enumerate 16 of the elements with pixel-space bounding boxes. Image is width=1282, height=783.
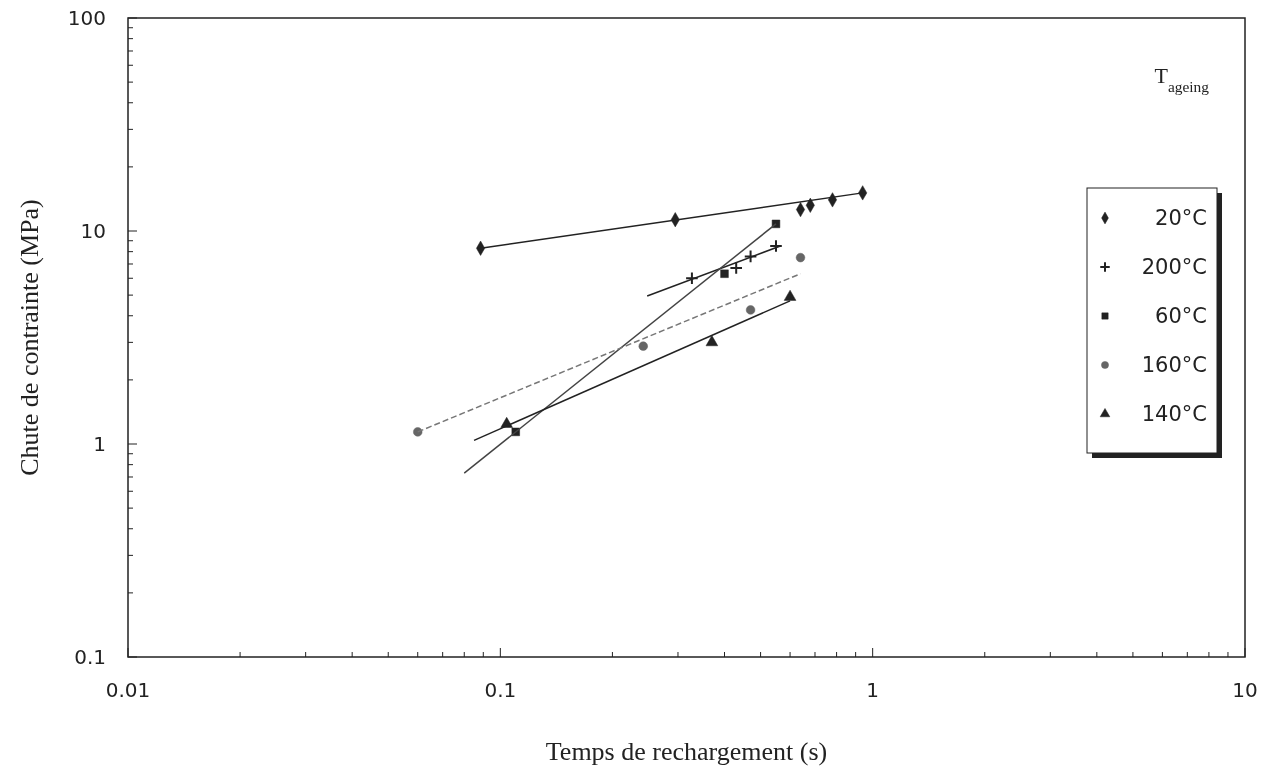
x-tick-label: 1 (866, 678, 880, 702)
x-tick-label: 10 (1232, 678, 1258, 702)
y-tick-label: 0.1 (74, 645, 106, 669)
legend-label: 20°C (1155, 206, 1207, 231)
x-axis-title: Temps de rechargement (s) (545, 737, 828, 766)
legend-label: 60°C (1155, 304, 1207, 329)
x-tick-label: 0.01 (105, 678, 151, 702)
legend-label: 200°C (1141, 255, 1207, 280)
x-tick-label: 0.1 (484, 678, 517, 702)
y-tick-label: 1 (93, 432, 106, 456)
legend-label: 160°C (1141, 353, 1207, 378)
y-tick-label: 10 (80, 219, 106, 243)
legend-label: 140°C (1141, 402, 1207, 427)
y-tick-label: 100 (67, 6, 106, 30)
y-axis-title: Chute de contrainte (MPa) (15, 199, 44, 476)
legend-title: T$_{ageing}$ (1154, 63, 1210, 95)
